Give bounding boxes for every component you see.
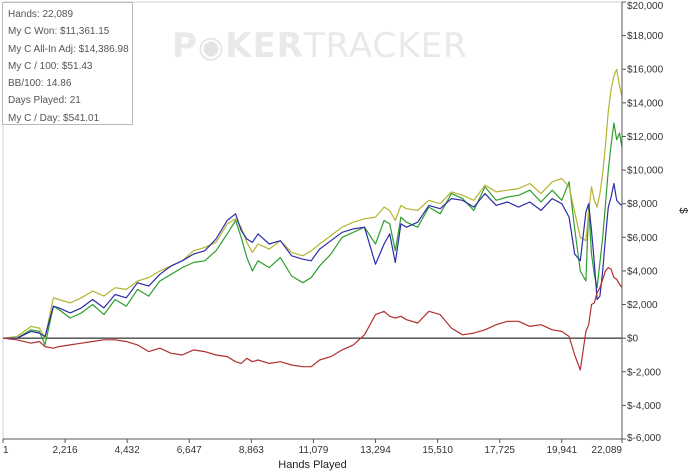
y-tick-label: $8,000 <box>627 199 658 210</box>
y-tick-label: $-4,000 <box>627 401 661 412</box>
watermark: P◉KERTRACKER <box>172 26 468 66</box>
watermark-tracker: TRACKER <box>303 26 468 66</box>
series-line-4 <box>2 267 623 371</box>
stat-won: My C Won: $11,361.15 <box>8 26 110 38</box>
stat-hands: Hands: 22,089 <box>8 9 74 20</box>
svg-text:P◉KERTRACKER: P◉KERTRACKER <box>172 26 468 66</box>
x-tick-label: 2,216 <box>53 445 78 456</box>
y-tick-label: $20,000 <box>627 1 664 12</box>
x-tick-label: 17,725 <box>484 445 515 456</box>
x-tick-label: 15,510 <box>422 445 453 456</box>
x-tick-label: 22,089 <box>591 445 622 456</box>
axes: 1 2,216 4,432 6,647 8,863 11,079 13,294 15,510 1… <box>2 1 664 456</box>
series-line-3 <box>3 182 623 339</box>
y-tick-label: $0 <box>627 334 639 345</box>
stat-per-day: My C / Day: $541.01 <box>8 112 100 124</box>
x-tick-label: 6,647 <box>177 445 202 456</box>
x-tick-label: 13,294 <box>360 445 391 456</box>
x-tick-label: 11,079 <box>299 445 329 456</box>
y-tick-label: $6,000 <box>627 233 658 244</box>
series-line-2 <box>2 68 623 339</box>
x-tick-label: 8,863 <box>239 445 264 456</box>
y-tick-label: $4,000 <box>627 266 658 277</box>
series-group <box>2 68 623 371</box>
stat-all-in-adj: My C All-In Adj: $14,386.98 <box>8 43 129 55</box>
y-tick-label: $16,000 <box>627 65 664 76</box>
y-tick-label: $14,000 <box>627 98 664 109</box>
watermark-suffix: KER <box>225 26 304 66</box>
stat-per-100: My C / 100: $51.43 <box>8 60 93 72</box>
x-tick-label: 4,432 <box>115 445 140 456</box>
y-tick-label: $18,000 <box>627 31 664 42</box>
y-tick-label: $-2,000 <box>627 367 661 378</box>
y-tick-label: $12,000 <box>627 132 664 143</box>
x-tick-label: 1 <box>3 445 9 456</box>
y-tick-label: $10,000 <box>627 166 664 177</box>
stats-box: Hands: 22,089 My C Won: $11,361.15 My C … <box>2 2 133 125</box>
x-axis-title: Hands Played <box>278 459 347 471</box>
series-line-1 <box>3 122 623 346</box>
stat-bb-per-100: BB/100: 14.86 <box>8 78 72 90</box>
stat-days-played: Days Played: 21 <box>8 95 81 107</box>
watermark-prefix: P <box>172 26 198 66</box>
y-axis-title: $ <box>677 207 689 213</box>
watermark-chip-icon: ◉ <box>198 30 225 65</box>
y-tick-label: $2,000 <box>627 300 658 311</box>
y-tick-label: $-6,000 <box>627 433 661 444</box>
x-tick-label: 19,941 <box>547 445 578 456</box>
